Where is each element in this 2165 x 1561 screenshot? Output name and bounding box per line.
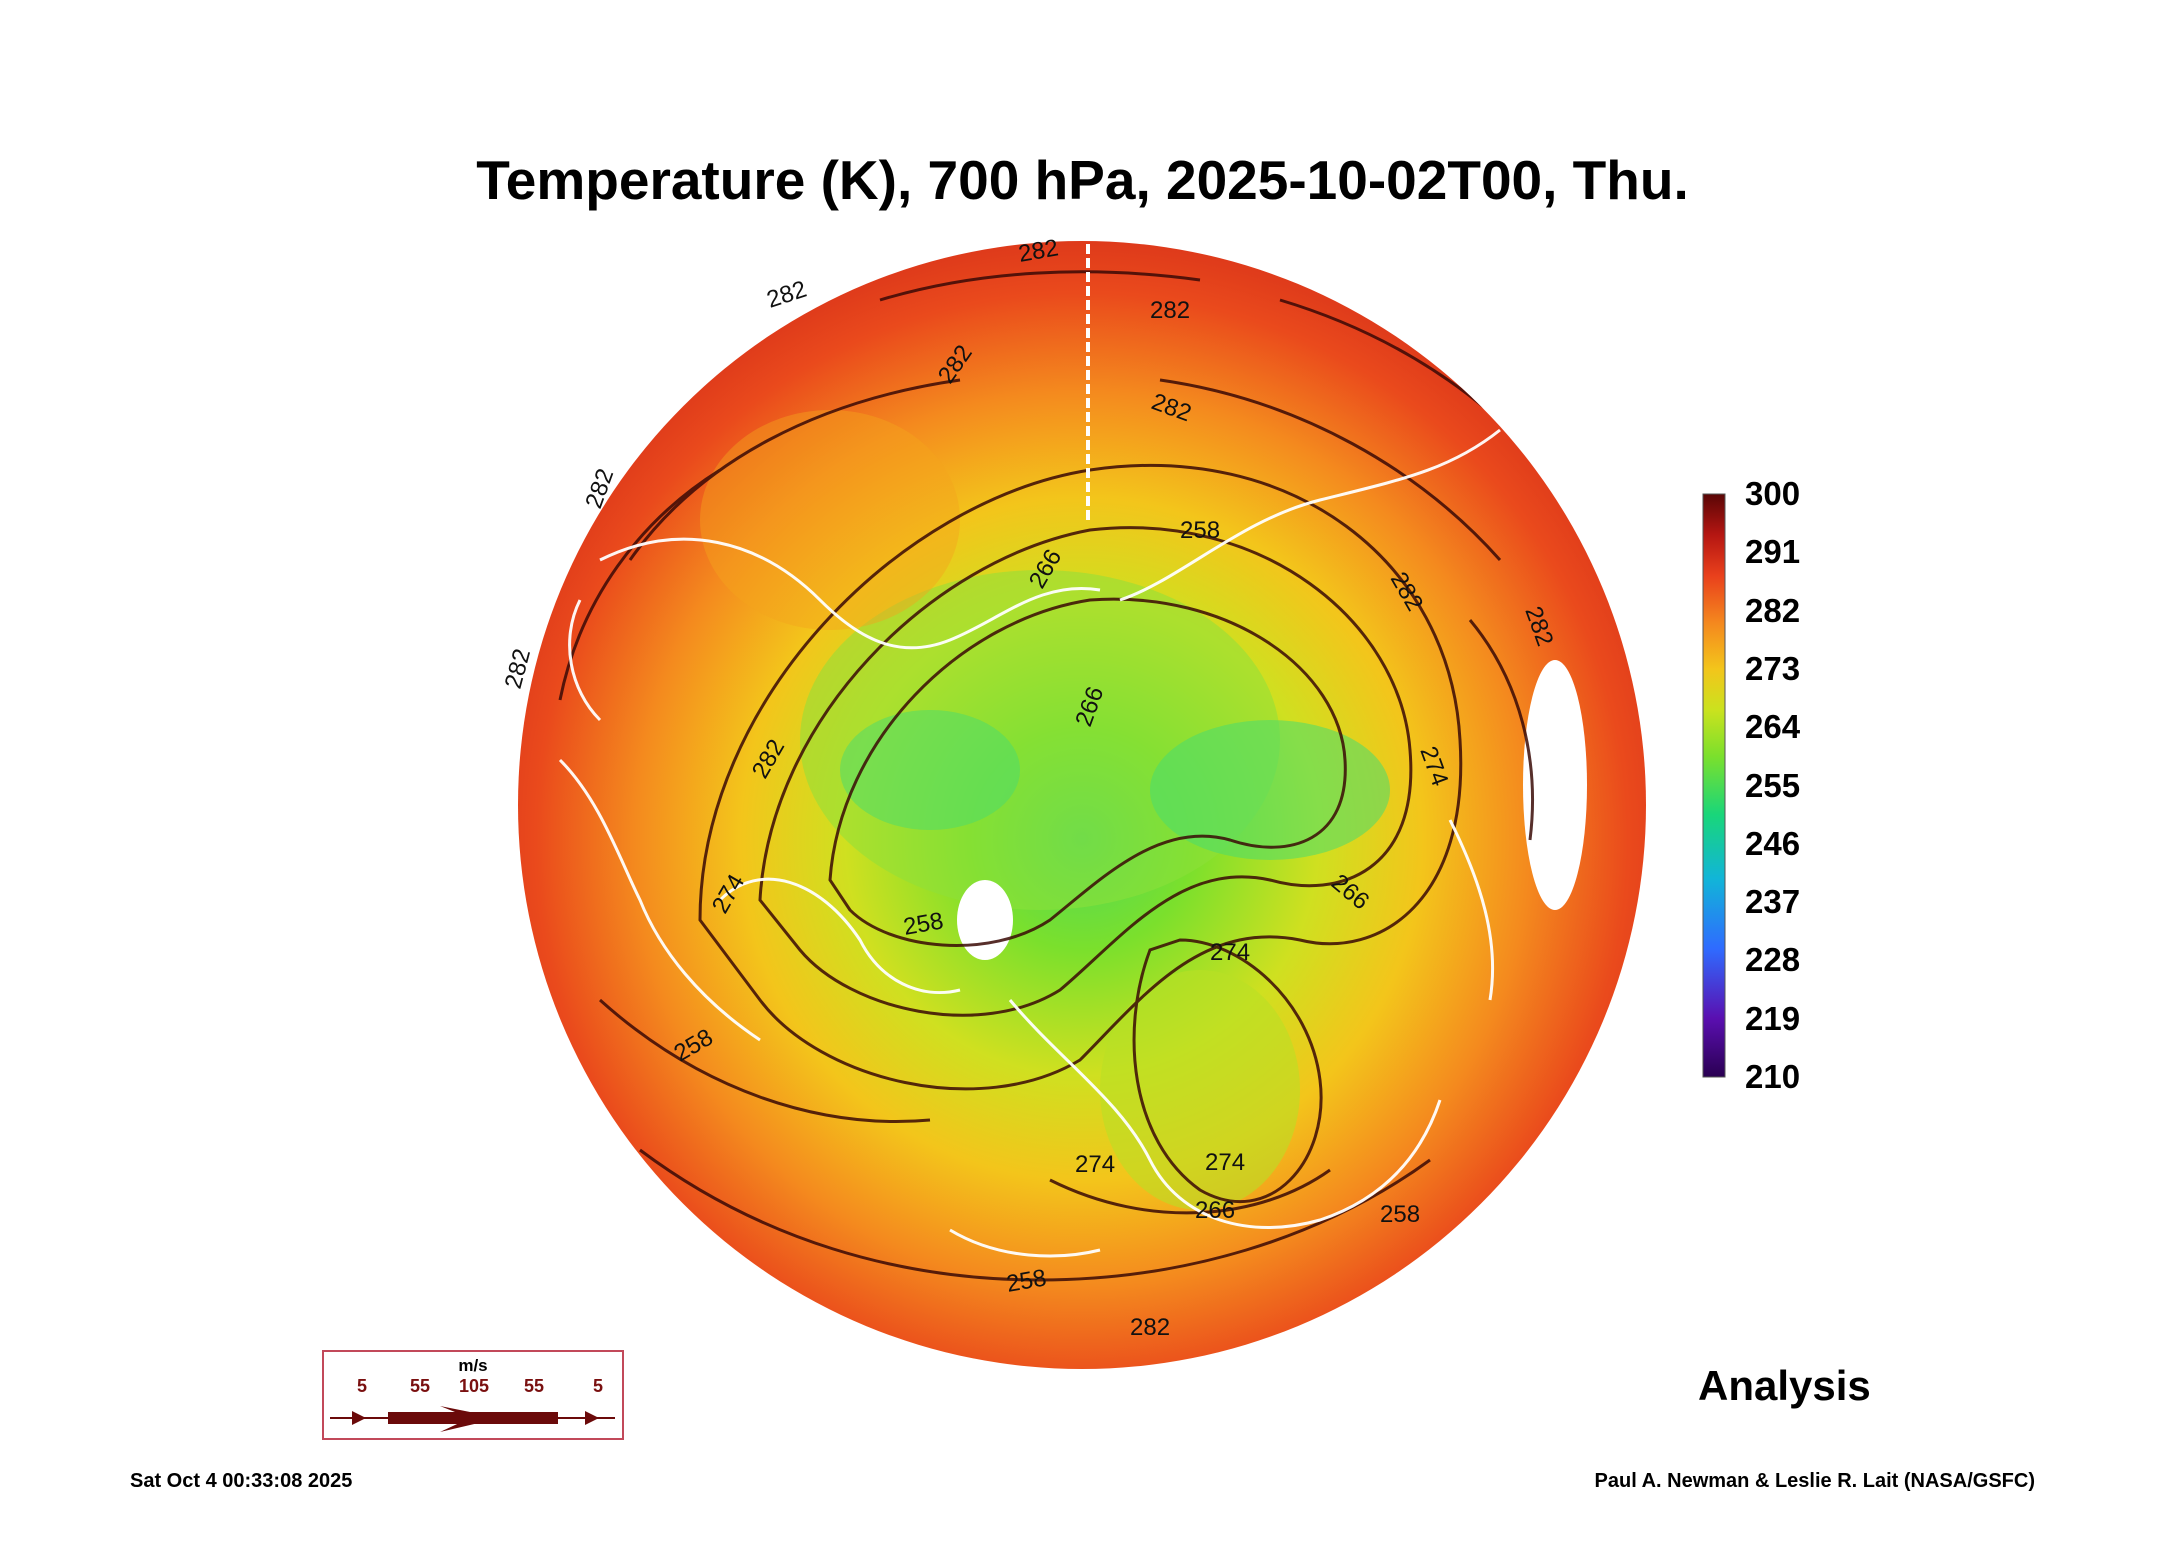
colorbar-tick-label: 255 — [1745, 766, 1801, 804]
wind-legend-unit: m/s — [458, 1356, 488, 1375]
colorbar-tick-label: 228 — [1745, 941, 1801, 979]
coastlines — [558, 428, 1501, 1258]
contour-label: 282 — [1150, 297, 1190, 324]
contour-label: 258 — [1380, 1201, 1420, 1228]
cold-pocket-region — [840, 710, 1020, 830]
wind-legend: m/s 5 55 105 55 5 — [322, 1350, 624, 1440]
wind-legend-value: 55 — [523, 1376, 545, 1396]
wind-legend-value: 5 — [356, 1376, 368, 1396]
colorbar-tick-label: 291 — [1745, 533, 1801, 571]
colorbar-tick-label: 237 — [1745, 883, 1801, 921]
colorbar — [1702, 493, 1726, 1078]
contour-label: 282 — [1130, 1314, 1170, 1341]
colorbar-tick-label: 273 — [1745, 649, 1801, 687]
cold-lobe-region — [1100, 970, 1300, 1210]
contour-label: 274 — [1205, 1149, 1245, 1176]
render-timestamp: Sat Oct 4 00:33:08 2025 — [130, 1470, 353, 1492]
wind-legend-value: 55 — [409, 1376, 431, 1396]
product-label: Analysis — [1698, 1362, 1871, 1409]
colorbar-tick-label: 219 — [1745, 999, 1801, 1037]
wind-speed-scale-arrow — [330, 1406, 615, 1432]
contour-label: 266 — [1195, 1197, 1235, 1224]
wind-legend-value: 105 — [458, 1376, 490, 1396]
greenland-ice-patch — [957, 880, 1013, 960]
missing-data-patch — [1523, 660, 1587, 910]
contour-label: 258 — [1180, 517, 1220, 544]
colorbar-tick-label: 264 — [1745, 708, 1801, 746]
cold-pocket-region — [1150, 720, 1390, 860]
map-title: Temperature (K), 700 hPa, 2025-10-02T00,… — [476, 149, 1689, 211]
author-credit: Paul A. Newman & Leslie R. Lait (NASA/GS… — [1594, 1470, 2035, 1492]
temperature-contours — [558, 270, 1534, 1282]
contour-label: 282 — [500, 646, 536, 692]
colorbar-tick-label: 210 — [1745, 1058, 1801, 1095]
contour-label: 274 — [1075, 1151, 1115, 1178]
temperature-field — [558, 241, 1587, 1282]
warm-sector-region — [700, 410, 960, 630]
colorbar-tick-label: 282 — [1745, 591, 1801, 629]
contour-label: 282 — [764, 276, 810, 314]
wind-legend-value: 5 — [592, 1376, 604, 1396]
colorbar-tick-label: 300 — [1745, 475, 1801, 512]
contour-label: 274 — [1210, 939, 1250, 966]
colorbar-tick-label: 246 — [1745, 824, 1801, 862]
